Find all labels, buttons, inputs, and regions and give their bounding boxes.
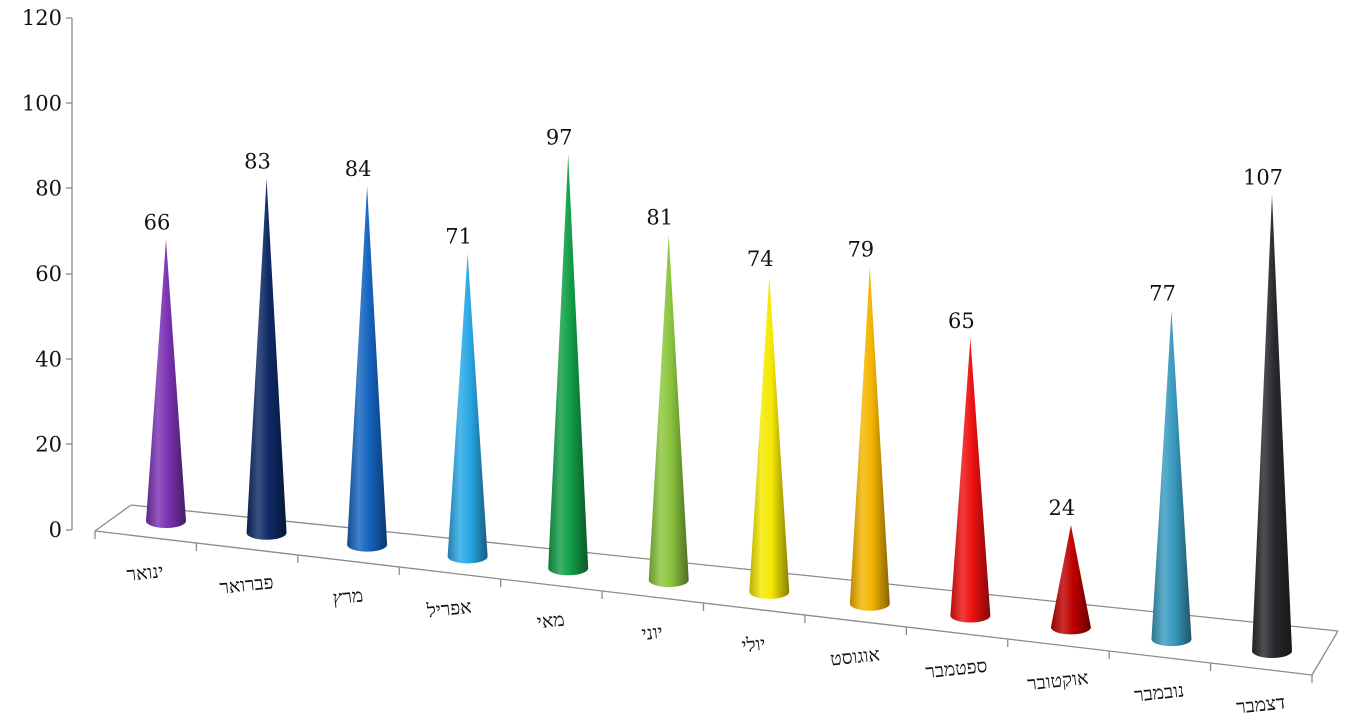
cone-body [1050, 524, 1091, 635]
category-label: מאי [536, 609, 566, 634]
cone-5 [548, 154, 589, 576]
category-label: מרץ [332, 584, 365, 609]
cone-4 [447, 253, 488, 564]
y-tick-label: 0 [49, 518, 62, 542]
x-axis-ticks [94, 531, 1313, 683]
cone-series [146, 154, 1292, 658]
category-label: אוגוסט [829, 643, 881, 670]
cone-8 [849, 266, 890, 611]
y-tick-label: 20 [35, 433, 62, 457]
data-label: 77 [1149, 282, 1176, 306]
cone-6 [648, 234, 689, 588]
data-label: 65 [948, 309, 975, 333]
cone-body [849, 266, 890, 611]
cone-body [347, 186, 388, 552]
cone-12 [1252, 194, 1292, 658]
cone-body [648, 234, 689, 588]
category-label: פברואר [218, 571, 274, 599]
data-label: 24 [1049, 496, 1076, 520]
floor-back-edge [130, 504, 1339, 632]
y-tick-label: 40 [35, 347, 62, 371]
category-label: ספטמבר [924, 655, 988, 683]
data-label: 84 [345, 157, 372, 181]
category-label: נובמבר [1133, 679, 1185, 706]
category-label: אפריל [425, 596, 473, 623]
cone-3 [347, 186, 388, 552]
cone-body [447, 253, 488, 564]
category-label: אוקטובר [1026, 667, 1089, 695]
data-label: 107 [1243, 165, 1283, 189]
cone-body [1151, 310, 1192, 647]
floor-right-edge [1311, 630, 1339, 676]
category-label: יוני [641, 621, 664, 645]
y-tick-label: 120 [22, 6, 62, 30]
category-label: יולי [741, 633, 767, 657]
cone-2 [246, 178, 287, 540]
data-labels: 66 83 84 71 97 81 74 79 65 24 77 107 [144, 125, 1283, 520]
cone-body [548, 154, 589, 576]
cone-body [246, 178, 287, 540]
cone-9 [950, 338, 991, 623]
y-tick-label: 100 [22, 91, 62, 115]
data-label: 83 [244, 150, 271, 174]
y-tick-label: 80 [35, 177, 62, 201]
data-label: 79 [847, 238, 874, 262]
cone-body [1252, 194, 1292, 658]
cone-10 [1050, 524, 1091, 635]
floor-left-edge [94, 504, 132, 532]
cone-body [749, 276, 790, 599]
category-label: ינואר [126, 560, 165, 586]
data-label: 71 [445, 225, 472, 249]
cone-1 [146, 239, 186, 528]
y-tick-label: 60 [35, 262, 62, 286]
cone-body [146, 239, 186, 528]
y-tick-labels: 0 20 40 60 80 100 120 [22, 6, 62, 542]
cone-11 [1151, 310, 1192, 647]
data-label: 66 [144, 210, 171, 234]
cone-body [950, 338, 991, 623]
data-label: 81 [646, 205, 673, 229]
category-labels: ינואר פברואר מרץ אפריל מאי יוני יולי אוגוסט ספטמ… [126, 560, 1286, 713]
data-label: 97 [546, 125, 573, 149]
category-label: דצמבר [1235, 692, 1286, 713]
cone-7 [749, 276, 790, 599]
data-label: 74 [747, 247, 774, 271]
